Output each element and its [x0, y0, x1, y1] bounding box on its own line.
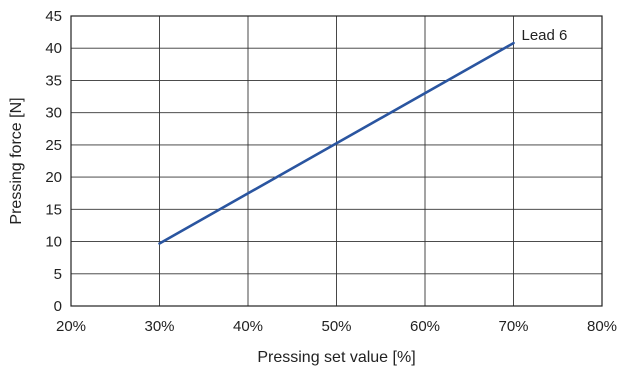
x-tick-label: 50% — [321, 318, 351, 335]
series-layer — [158, 41, 515, 245]
y-axis-ticks: 0 5 10 15 20 25 30 35 40 45 — [45, 8, 62, 315]
x-axis-ticks: 20% 30% 40% 50% 60% 70% 80% — [56, 318, 617, 335]
y-tick-label: 5 — [54, 266, 62, 283]
x-tick-label: 70% — [498, 318, 528, 335]
y-tick-label: 35 — [45, 72, 62, 89]
x-tick-label: 30% — [144, 318, 174, 335]
y-tick-label: 40 — [45, 40, 62, 57]
x-tick-label: 60% — [410, 318, 440, 335]
x-axis-title: Pressing set value [%] — [257, 349, 415, 366]
plot-frame — [70, 15, 603, 307]
x-tick-label: 80% — [587, 318, 617, 335]
series-labels: Lead 6 — [522, 27, 568, 44]
grid-lines — [70, 15, 603, 307]
y-tick-label: 20 — [45, 169, 62, 186]
x-tick-label: 20% — [56, 318, 86, 335]
series-line — [158, 41, 515, 245]
y-tick-label: 15 — [45, 201, 62, 218]
x-tick-label: 40% — [233, 318, 263, 335]
y-tick-label: 25 — [45, 137, 62, 154]
series-label: Lead 6 — [522, 27, 568, 44]
y-tick-label: 30 — [45, 105, 62, 122]
y-tick-label: 10 — [45, 234, 62, 251]
y-tick-label: 45 — [45, 8, 62, 25]
y-axis-title: Pressing force [N] — [8, 97, 25, 224]
y-tick-label: 0 — [54, 298, 62, 315]
